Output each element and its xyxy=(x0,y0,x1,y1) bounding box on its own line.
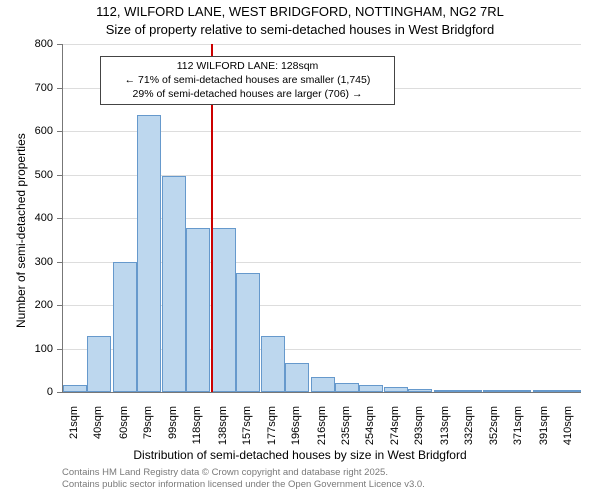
footer-line2: Contains public sector information licen… xyxy=(62,479,425,491)
chart-footer: Contains HM Land Registry data © Crown c… xyxy=(62,467,425,492)
y-tick-mark xyxy=(57,305,62,306)
y-tick-label: 400 xyxy=(0,212,53,224)
histogram-bar xyxy=(162,176,186,392)
x-tick-label: 99sqm xyxy=(167,406,179,439)
x-tick-label: 410sqm xyxy=(562,406,574,445)
x-tick-label: 196sqm xyxy=(290,406,302,445)
x-tick-label: 138sqm xyxy=(217,406,229,445)
histogram-bar xyxy=(458,390,482,392)
x-tick-label: 313sqm xyxy=(439,406,451,445)
annotation-line2: ← 71% of semi-detached houses are smalle… xyxy=(105,73,390,87)
gridline xyxy=(63,44,581,45)
y-tick-label: 100 xyxy=(0,343,53,355)
histogram-bar xyxy=(408,389,432,392)
y-tick-mark xyxy=(57,218,62,219)
chart-title-line1: 112, WILFORD LANE, WEST BRIDGFORD, NOTTI… xyxy=(0,4,600,19)
x-tick-label: 332sqm xyxy=(463,406,475,445)
x-tick-label: 254sqm xyxy=(364,406,376,445)
footer-line1: Contains HM Land Registry data © Crown c… xyxy=(62,467,425,479)
x-tick-label: 40sqm xyxy=(92,406,104,439)
x-tick-label: 118sqm xyxy=(191,406,203,444)
histogram-bar xyxy=(137,115,161,392)
histogram-bar xyxy=(285,363,309,392)
chart-title-line2: Size of property relative to semi-detach… xyxy=(0,22,600,37)
y-tick-label: 500 xyxy=(0,169,53,181)
x-tick-label: 157sqm xyxy=(241,406,253,445)
histogram-bar xyxy=(335,383,359,392)
x-tick-label: 177sqm xyxy=(266,406,278,445)
y-tick-mark xyxy=(57,44,62,45)
y-tick-label: 800 xyxy=(0,38,53,50)
histogram-bar xyxy=(557,390,581,392)
histogram-bar xyxy=(359,385,383,392)
x-axis-title: Distribution of semi-detached houses by … xyxy=(0,448,600,462)
x-tick-label: 235sqm xyxy=(340,406,352,445)
x-tick-label: 79sqm xyxy=(142,406,154,439)
y-tick-mark xyxy=(57,131,62,132)
x-tick-label: 352sqm xyxy=(488,406,500,445)
y-tick-label: 700 xyxy=(0,82,53,94)
y-tick-label: 0 xyxy=(0,386,53,398)
histogram-bar xyxy=(311,377,335,392)
histogram-bar xyxy=(533,390,557,392)
x-tick-label: 274sqm xyxy=(389,406,401,445)
y-tick-label: 200 xyxy=(0,299,53,311)
histogram-bar xyxy=(434,390,458,392)
histogram-bar xyxy=(384,387,408,392)
x-tick-label: 293sqm xyxy=(413,406,425,445)
y-tick-mark xyxy=(57,175,62,176)
y-tick-mark xyxy=(57,349,62,350)
histogram-bar xyxy=(483,390,507,392)
x-tick-label: 371sqm xyxy=(512,406,524,445)
histogram-bar xyxy=(87,336,111,392)
y-tick-mark xyxy=(57,88,62,89)
annotation-line3: 29% of semi-detached houses are larger (… xyxy=(105,87,390,101)
x-tick-label: 216sqm xyxy=(316,406,328,445)
reference-annotation-box: 112 WILFORD LANE: 128sqm ← 71% of semi-d… xyxy=(100,56,395,105)
x-tick-label: 21sqm xyxy=(68,406,80,439)
y-tick-mark xyxy=(57,262,62,263)
y-tick-mark xyxy=(57,392,62,393)
histogram-bar xyxy=(63,385,87,392)
x-tick-label: 60sqm xyxy=(118,406,130,439)
histogram-bar xyxy=(261,336,285,392)
histogram-bar xyxy=(113,262,137,392)
histogram-bar xyxy=(186,228,210,392)
y-tick-label: 300 xyxy=(0,256,53,268)
y-tick-label: 600 xyxy=(0,125,53,137)
histogram-bar xyxy=(236,273,260,392)
annotation-line1: 112 WILFORD LANE: 128sqm xyxy=(105,59,390,73)
x-tick-label: 391sqm xyxy=(538,406,550,445)
histogram-bar xyxy=(212,228,236,392)
histogram-bar xyxy=(507,390,531,392)
